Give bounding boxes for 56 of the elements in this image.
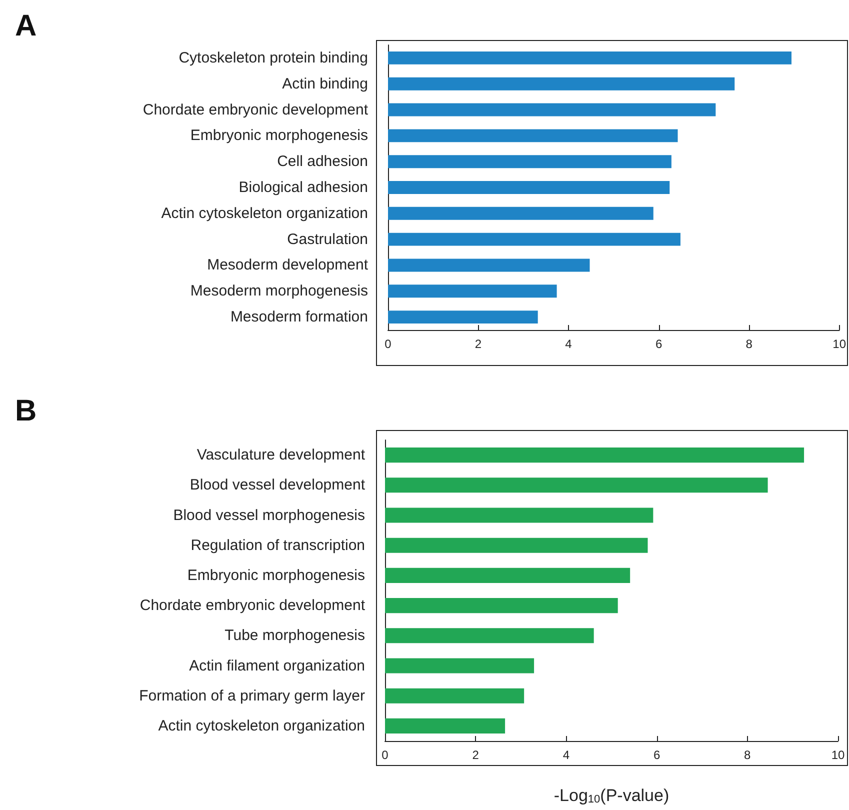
y-tick-label: Cell adhesion — [277, 153, 368, 170]
y-tick-label: Biological adhesion — [238, 179, 368, 196]
y-tick-label: Embryonic morphogenesis — [187, 566, 365, 584]
x-tick-label: 10 — [832, 337, 846, 351]
text: A — [15, 10, 37, 42]
y-tick-label: Mesoderm development — [207, 256, 369, 274]
bar — [385, 598, 618, 614]
x-tick-label: 10 — [831, 748, 845, 762]
bar — [388, 155, 672, 168]
bar — [388, 77, 735, 90]
y-tick-label: Chordate embryonic development — [142, 101, 369, 118]
x-tick-label: 8 — [746, 337, 753, 351]
bar — [388, 258, 590, 272]
x-tick-label: 6 — [655, 337, 662, 351]
y-tick-label: Embryonic morphogenesis — [190, 127, 368, 144]
y-tick-label: Tube morphogenesis — [224, 627, 365, 644]
x-tick-label: 8 — [744, 748, 752, 762]
bar — [385, 478, 768, 493]
bar — [385, 448, 804, 463]
bar — [385, 628, 594, 644]
y-tick-label: Gastrulation — [287, 230, 368, 248]
x-tick-label: 0 — [382, 748, 389, 762]
bar — [388, 232, 680, 246]
y-tick-label: Blood vessel morphogenesis — [173, 506, 365, 524]
y-tick-label: Formation of a primary germ layer — [139, 687, 365, 704]
y-tick-label: Actin filament organization — [189, 657, 365, 674]
bar — [385, 688, 524, 704]
bar — [388, 284, 557, 298]
y-tick-label: Actin cytoskeleton organization — [158, 717, 365, 734]
bar — [388, 129, 678, 142]
y-tick-label: Mesoderm formation — [230, 308, 368, 326]
y-tick-label: Cytoskeleton protein binding — [178, 49, 368, 66]
y-tick-label: Regulation of transcription — [190, 536, 365, 554]
bar — [388, 181, 670, 194]
y-tick-label: Mesoderm morphogenesis — [190, 282, 368, 300]
bar — [385, 658, 534, 674]
x-tick-label: 2 — [472, 748, 480, 762]
bar — [388, 206, 654, 220]
x-tick-label: 4 — [565, 337, 572, 351]
bar — [385, 568, 630, 583]
bar — [385, 538, 648, 553]
y-tick-label: Vasculature development — [196, 446, 366, 464]
x-tick-label: 2 — [474, 337, 482, 351]
x-tick-label: 4 — [562, 748, 570, 762]
y-tick-label: Blood vessel development — [190, 476, 366, 494]
x-tick-label: 0 — [384, 337, 392, 351]
bar — [385, 508, 654, 523]
x-tick-label: 6 — [653, 748, 660, 762]
y-tick-label: Chordate embryonic development — [140, 597, 366, 614]
bar — [385, 718, 506, 734]
y-tick-label: Actin binding — [282, 75, 368, 92]
bar — [388, 310, 538, 324]
bar — [388, 103, 716, 116]
bar — [388, 51, 792, 64]
text: B — [15, 394, 37, 428]
y-tick-label: Actin cytoskeleton organization — [161, 204, 368, 222]
